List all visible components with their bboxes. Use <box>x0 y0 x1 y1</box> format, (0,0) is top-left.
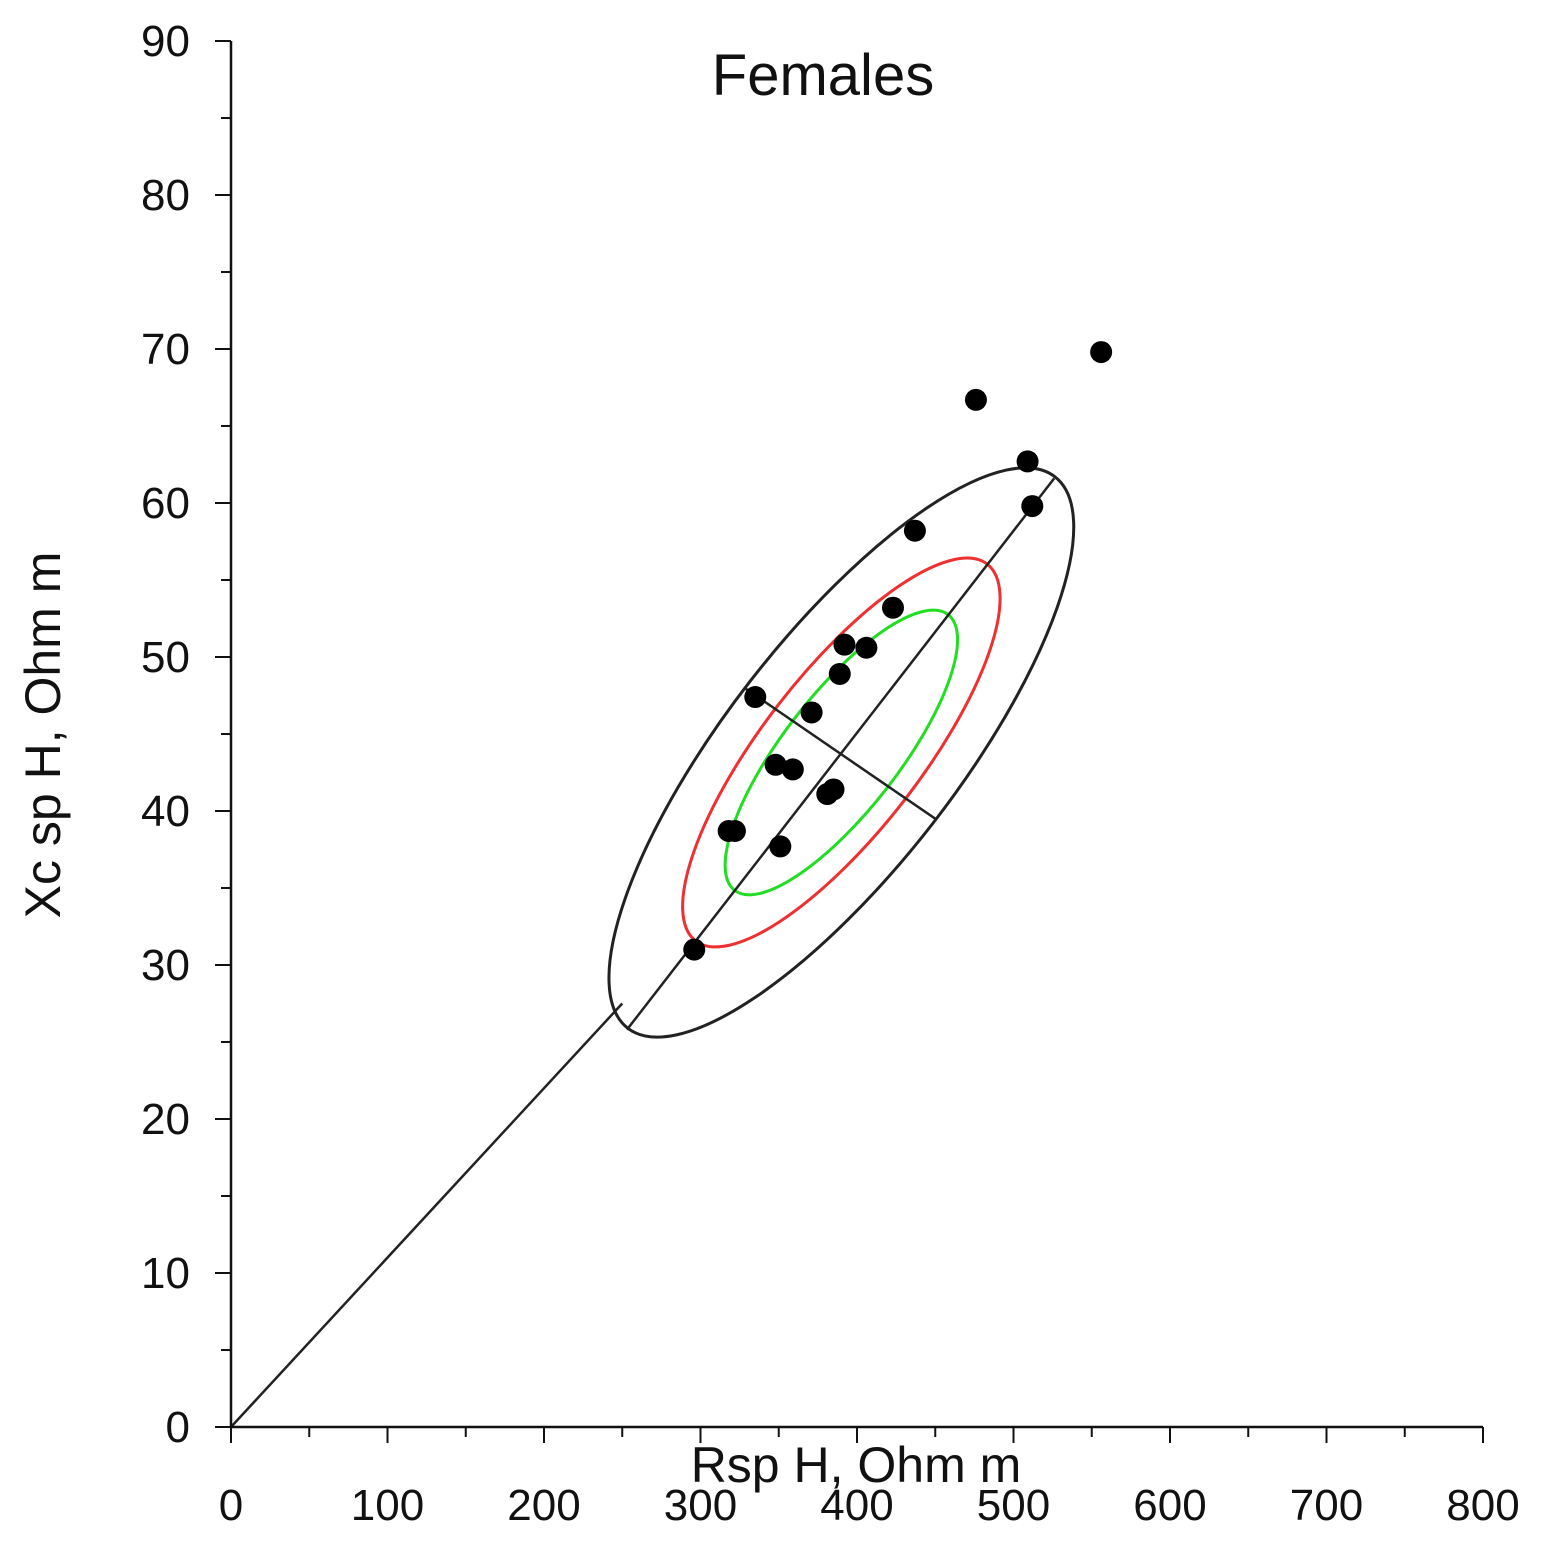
data-point <box>764 753 787 776</box>
data-point <box>833 633 856 656</box>
x-axis-ticks: 0 100 200 300 400 500 600 700 800 <box>219 1427 1520 1530</box>
y-axis-label: Xc sp H, Ohm m <box>15 552 71 919</box>
x-tick-label: 0 <box>219 1481 243 1530</box>
data-point <box>744 686 767 709</box>
x-tick-label: 200 <box>507 1481 580 1530</box>
y-tick-label: 40 <box>141 787 190 836</box>
x-tick-label: 700 <box>1290 1481 1363 1530</box>
data-point <box>903 519 926 542</box>
minor-axis <box>743 686 936 820</box>
x-tick-label: 400 <box>820 1481 893 1530</box>
data-point <box>781 758 804 781</box>
data-point <box>683 938 706 961</box>
y-tick-label: 80 <box>141 171 190 220</box>
y-tick-label: 20 <box>141 1095 190 1144</box>
y-tick-label: 50 <box>141 633 190 682</box>
data-point <box>1021 495 1044 518</box>
x-tick-label: 600 <box>1133 1481 1206 1530</box>
x-tick-label: 100 <box>351 1481 424 1530</box>
data-point <box>723 820 746 843</box>
x-tick-label: 800 <box>1446 1481 1519 1530</box>
y-tick-label: 90 <box>141 17 190 66</box>
y-tick-label: 60 <box>141 479 190 528</box>
y-axis-ticks: 0 10 20 30 40 50 60 70 80 90 <box>141 17 231 1452</box>
y-tick-label: 30 <box>141 941 190 990</box>
data-point <box>881 596 904 619</box>
data-point <box>964 388 987 411</box>
x-axis-label: Rsp H, Ohm m <box>691 1437 1022 1493</box>
data-point <box>822 778 845 801</box>
chart-title: Females <box>712 43 934 108</box>
data-point <box>1016 450 1039 473</box>
origin-line <box>230 1002 624 1428</box>
x-tick-label: 500 <box>977 1481 1050 1530</box>
y-tick-label: 0 <box>166 1403 190 1452</box>
y-tick-label: 70 <box>141 325 190 374</box>
data-points <box>683 341 1113 961</box>
y-tick-label: 10 <box>141 1249 190 1298</box>
data-point <box>855 636 878 659</box>
data-point <box>800 701 823 724</box>
data-point <box>828 662 851 685</box>
data-point <box>769 835 792 858</box>
data-point <box>1090 341 1113 364</box>
reference-lines <box>230 477 1056 1428</box>
x-tick-label: 300 <box>664 1481 737 1530</box>
